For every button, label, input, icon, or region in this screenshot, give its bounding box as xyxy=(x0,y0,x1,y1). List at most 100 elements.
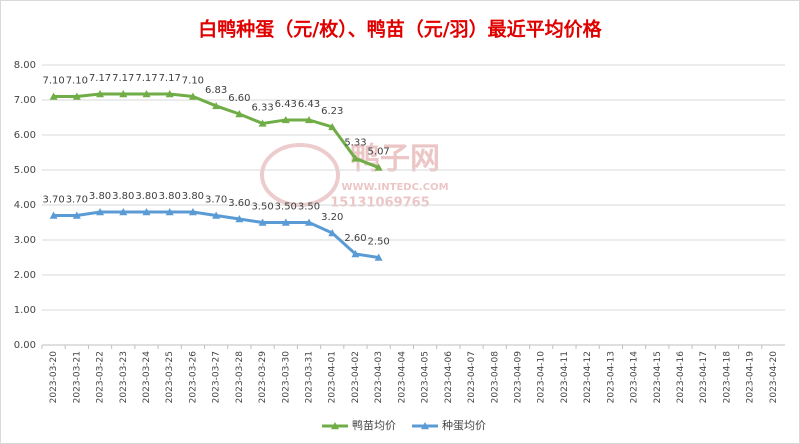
data-label: 7.10 xyxy=(42,76,64,87)
point xyxy=(49,211,58,219)
point xyxy=(235,110,244,118)
data-label: 3.80 xyxy=(159,191,181,202)
data-label: 6.43 xyxy=(275,99,297,110)
x-tick-label: 2023-04-16 xyxy=(676,351,686,404)
data-label: 3.80 xyxy=(182,191,204,202)
y-tick-label: 6.00 xyxy=(14,130,36,141)
data-label: 6.83 xyxy=(205,85,227,96)
point xyxy=(281,218,290,226)
x-tick-label: 2023-04-08 xyxy=(490,351,500,404)
point xyxy=(351,154,360,162)
x-tick-label: 2023-04-04 xyxy=(397,351,407,404)
watermark-url: WWW.INTEDC.COM xyxy=(341,182,448,193)
data-label: 3.80 xyxy=(135,191,157,202)
x-tick-label: 2023-04-11 xyxy=(560,351,570,403)
data-label: 3.50 xyxy=(251,202,273,213)
point xyxy=(351,250,360,258)
point xyxy=(142,208,151,216)
x-tick-label: 2023-03-22 xyxy=(96,351,106,403)
point xyxy=(258,218,267,226)
point xyxy=(281,115,290,124)
x-tick-label: 2023-03-30 xyxy=(281,351,291,404)
point xyxy=(305,218,314,226)
data-label: 7.17 xyxy=(159,73,181,84)
point xyxy=(165,90,174,98)
y-tick-label: 3.00 xyxy=(14,235,36,246)
point xyxy=(212,101,221,110)
point xyxy=(328,122,337,131)
legend-label: 鸭苗均价 xyxy=(352,419,396,432)
point xyxy=(96,90,105,98)
x-tick-label: 2023-04-18 xyxy=(722,351,732,404)
x-tick-label: 2023-04-10 xyxy=(537,351,547,404)
point xyxy=(72,92,81,100)
data-label: 3.70 xyxy=(42,195,64,206)
x-tick-label: 2023-04-09 xyxy=(513,351,523,404)
point xyxy=(142,90,151,98)
data-label: 3.80 xyxy=(89,191,111,202)
point xyxy=(212,211,221,219)
x-tick-label: 2023-04-03 xyxy=(374,351,384,403)
x-tick-label: 2023-04-01 xyxy=(328,351,338,403)
y-tick-label: 0.00 xyxy=(14,340,36,351)
y-tick-label: 1.00 xyxy=(14,305,36,316)
point xyxy=(374,253,383,261)
point xyxy=(305,115,314,124)
x-tick-label: 2023-04-19 xyxy=(746,351,756,404)
x-tick-label: 2023-04-17 xyxy=(699,351,709,403)
x-tick-label: 2023-03-27 xyxy=(212,351,222,403)
point xyxy=(72,211,81,219)
data-label: 5.07 xyxy=(368,147,390,158)
x-tick-label: 2023-04-02 xyxy=(351,351,361,403)
point xyxy=(188,208,197,216)
x-tick-label: 2023-03-20 xyxy=(49,351,59,404)
legend-label: 种蛋均价 xyxy=(442,418,486,432)
x-tick-label: 2023-03-25 xyxy=(165,351,175,403)
data-label: 3.20 xyxy=(321,212,343,223)
x-tick-label: 2023-04-13 xyxy=(606,351,616,403)
data-label: 3.50 xyxy=(298,202,320,213)
data-label: 7.17 xyxy=(135,73,157,84)
data-label: 6.60 xyxy=(228,93,250,104)
data-label: 5.33 xyxy=(344,137,366,148)
data-label: 3.70 xyxy=(205,195,227,206)
data-label: 7.17 xyxy=(112,73,134,84)
data-label: 3.50 xyxy=(275,202,297,213)
x-tick-label: 2023-03-29 xyxy=(258,351,268,404)
y-tick-label: 7.00 xyxy=(14,95,36,106)
data-label: 2.60 xyxy=(344,233,366,244)
data-label: 3.60 xyxy=(228,198,250,209)
point xyxy=(328,229,337,237)
point xyxy=(119,90,128,98)
data-label: 6.23 xyxy=(321,106,343,117)
point xyxy=(49,92,58,100)
x-tick-label: 2023-04-14 xyxy=(630,351,640,404)
x-tick-label: 2023-03-26 xyxy=(188,351,198,404)
x-tick-label: 2023-03-23 xyxy=(119,351,129,403)
data-label: 6.43 xyxy=(298,99,320,110)
x-tick-label: 2023-03-24 xyxy=(142,351,152,404)
data-label: 7.17 xyxy=(89,73,111,84)
y-tick-label: 4.00 xyxy=(14,200,36,211)
data-label: 2.50 xyxy=(368,237,390,248)
legend-marker xyxy=(421,422,429,430)
x-tick-label: 2023-03-31 xyxy=(305,351,315,403)
x-tick-label: 2023-04-15 xyxy=(653,351,663,403)
point xyxy=(119,208,128,216)
legend-marker xyxy=(331,422,339,430)
x-tick-label: 2023-03-28 xyxy=(235,351,245,404)
point xyxy=(374,163,383,171)
watermark-phone: 15131069765 xyxy=(330,196,430,211)
y-tick-label: 2.00 xyxy=(14,270,36,281)
x-tick-label: 2023-04-20 xyxy=(769,351,779,404)
watermark-name: 鸭子网 xyxy=(350,142,440,177)
x-tick-label: 2023-04-12 xyxy=(583,351,593,403)
x-tick-label: 2023-04-06 xyxy=(444,351,454,404)
y-tick-label: 8.00 xyxy=(14,60,36,71)
y-tick-label: 5.00 xyxy=(14,165,36,176)
point xyxy=(258,119,267,127)
point xyxy=(165,208,174,216)
data-label: 6.33 xyxy=(251,102,273,113)
